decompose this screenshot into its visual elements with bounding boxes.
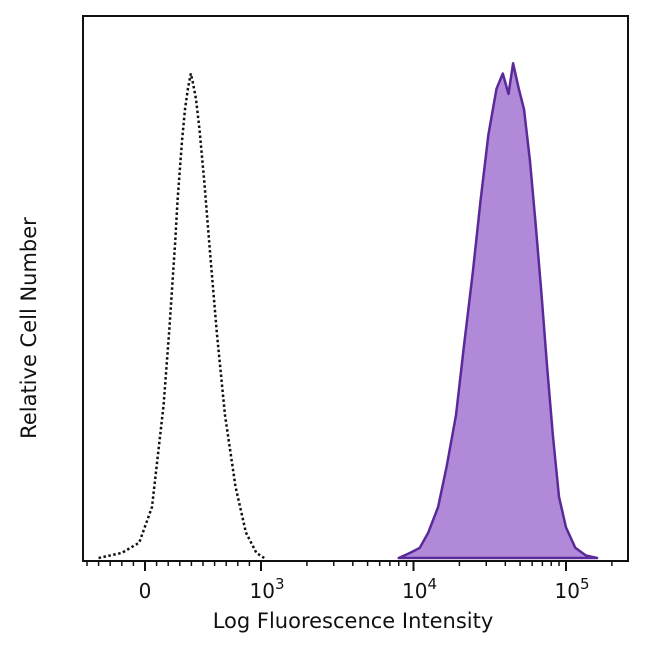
series-layer xyxy=(98,62,599,560)
x-axis-title: Log Fluorescence Intensity xyxy=(213,609,494,633)
series-control-histogram xyxy=(98,73,265,560)
x-tick-label: 103 xyxy=(250,575,285,603)
x-tick-label: 105 xyxy=(555,575,590,603)
x-axis: 0 103 104 105 xyxy=(86,561,613,603)
x-tick-label: 104 xyxy=(402,575,437,603)
x-tick-label: 0 xyxy=(139,579,152,603)
series-filled-histogram xyxy=(397,62,599,560)
y-axis-title: Relative Cell Number xyxy=(17,217,41,439)
